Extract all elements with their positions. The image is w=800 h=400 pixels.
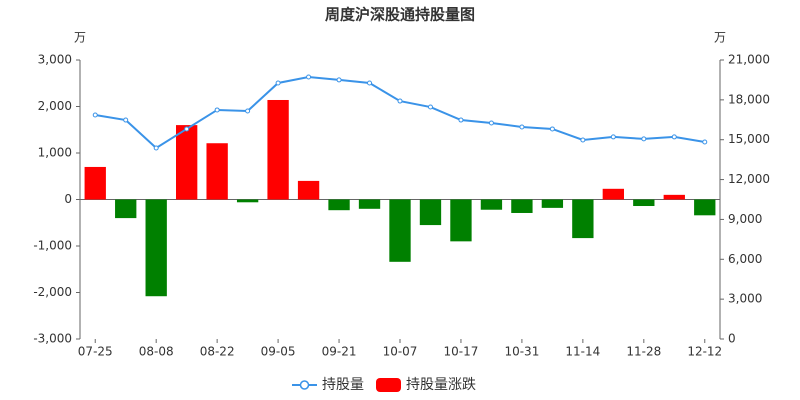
x-tick-label: 10-17	[444, 345, 479, 359]
y-tick-label: 1,000	[38, 146, 72, 160]
x-tick-label: 08-22	[200, 345, 235, 359]
y-tick-label: 2,000	[38, 99, 72, 113]
bar	[389, 199, 411, 262]
y-tick-label: 3,000	[38, 53, 72, 67]
y2-tick-label: 12,000	[728, 172, 770, 186]
y-unit: 万	[74, 31, 86, 45]
bar	[206, 143, 228, 200]
line-point	[336, 77, 342, 83]
legend-marker	[376, 378, 401, 392]
y2-tick-label: 21,000	[728, 53, 770, 67]
bar	[572, 199, 594, 239]
line-point	[306, 74, 312, 80]
bar	[633, 199, 655, 207]
bar	[115, 199, 137, 219]
bar	[480, 199, 503, 210]
x-tick-label: 11-14	[565, 345, 600, 359]
x-tick-label: 12-12	[687, 345, 722, 359]
y-tick-label: -2,000	[33, 285, 72, 299]
legend-label: 持股量	[322, 377, 364, 393]
line-point	[549, 126, 555, 132]
line-point	[275, 80, 281, 86]
x-tick-label: 07-25	[78, 345, 113, 359]
line-point	[92, 112, 98, 118]
line-point	[123, 117, 129, 123]
line-point	[458, 117, 464, 123]
bar	[511, 199, 533, 213]
line-point	[702, 139, 708, 145]
bar	[419, 199, 442, 226]
y-tick-label: -1,000	[33, 239, 72, 253]
line-point	[184, 126, 190, 132]
bar	[297, 180, 320, 200]
x-tick-label: 08-08	[139, 345, 174, 359]
y2-tick-label: 0	[728, 332, 736, 346]
line-point	[671, 134, 677, 140]
bar	[145, 199, 167, 297]
x-tick-label: 10-31	[504, 345, 539, 359]
y-tick-label: -3,000	[33, 332, 72, 346]
line-point	[580, 137, 586, 143]
x-tick-label: 09-21	[322, 345, 357, 359]
line-point	[641, 136, 647, 142]
x-tick-label: 10-07	[383, 345, 418, 359]
y-tick-label: 0	[64, 192, 72, 206]
y2-tick-label: 18,000	[728, 92, 770, 106]
y2-tick-label: 6,000	[728, 252, 762, 266]
line-point	[488, 120, 494, 126]
chart-title: 周度沪深股通持股量图	[325, 6, 475, 24]
y2-tick-label: 3,000	[728, 292, 762, 306]
y2-unit: 万	[714, 31, 726, 45]
x-tick-label: 09-05	[261, 345, 296, 359]
line-point	[397, 98, 403, 104]
bar	[328, 199, 350, 211]
line-point	[214, 107, 220, 113]
bar	[450, 199, 472, 242]
bar	[236, 199, 259, 203]
bar	[267, 99, 289, 200]
line-point	[367, 80, 373, 86]
line-point	[519, 124, 525, 130]
line-point	[245, 108, 251, 114]
x-tick-label: 11-28	[626, 345, 661, 359]
bar	[84, 166, 106, 200]
line-point	[153, 145, 159, 151]
y2-tick-label: 15,000	[728, 132, 770, 146]
bar	[358, 199, 381, 209]
legend-marker	[299, 380, 310, 390]
bar	[694, 199, 716, 216]
legend-label: 持股量涨跌	[406, 377, 476, 393]
line-point	[427, 104, 433, 110]
bar	[541, 199, 564, 208]
y2-tick-label: 9,000	[728, 212, 762, 226]
bar	[176, 125, 198, 200]
line-point	[610, 134, 616, 140]
bar	[663, 194, 685, 200]
bar	[602, 188, 624, 200]
